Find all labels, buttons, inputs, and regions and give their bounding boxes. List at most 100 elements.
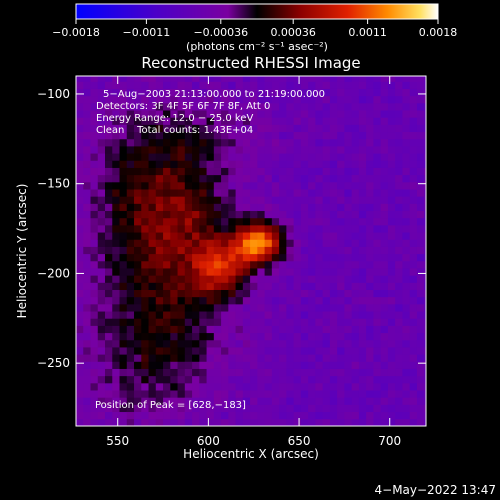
heatmap-cell [112,397,120,405]
heatmap-cell [119,289,128,298]
heatmap-cell [199,146,207,154]
heatmap-cell [221,239,229,247]
heatmap-cell [366,361,374,369]
heatmap-cell [380,160,389,168]
heatmap-cell [337,347,345,355]
heatmap-cell [163,260,171,269]
heatmap-cell [213,418,222,426]
heatmap-cell [250,418,258,426]
heatmap-cell [76,303,84,312]
heatmap-cell [264,375,273,384]
heatmap-cell [395,196,403,204]
heatmap-cell [315,174,324,183]
heatmap-cell [380,404,389,413]
heatmap-cell [148,81,157,89]
heatmap-cell [228,382,236,391]
heatmap-cell [228,368,236,377]
heatmap-cell [177,325,186,334]
heatmap-cell [112,95,120,104]
heatmap-cell [155,375,164,384]
heatmap-cell [293,282,302,290]
heatmap-cell [257,375,265,384]
heatmap-cell [351,390,360,398]
heatmap-cell [206,160,215,168]
heatmap-cell [83,375,91,384]
heatmap-cell [366,397,374,405]
heatmap-cell [170,124,178,133]
heatmap-cell [126,318,135,326]
heatmap-cell [308,124,316,133]
heatmap-cell [170,81,178,89]
heatmap-cell [242,88,251,97]
heatmap-cell [293,339,302,348]
heatmap-cell [424,124,426,133]
heatmap-cell [242,390,251,398]
heatmap-cell [373,246,382,255]
heatmap-cell [119,174,128,183]
heatmap-cell [213,253,222,262]
heatmap-cell [337,232,345,240]
heatmap-cell [300,167,309,176]
heatmap-cell [221,268,229,276]
heatmap-cell [373,224,382,233]
heatmap-cell [250,339,258,348]
heatmap-cell [424,411,426,420]
heatmap-cell [126,246,135,255]
heatmap-cell [264,232,273,240]
heatmap-cell [409,174,418,183]
heatmap-cell [264,138,273,147]
heatmap-cell [112,275,120,283]
heatmap-cell [221,275,229,283]
heatmap-cell [337,167,345,176]
colorbar-tick-label: −0.0011 [123,26,171,39]
heatmap-cell [206,232,215,240]
heatmap-cell [242,124,251,133]
heatmap-cell [155,361,164,369]
heatmap-cell [257,224,265,233]
heatmap-cell [134,174,142,183]
heatmap-cell [76,404,84,413]
heatmap-cell [206,110,215,118]
heatmap-cell [155,260,164,269]
heatmap-cell [206,138,215,147]
heatmap-cell [148,131,157,140]
heatmap-cell [119,189,128,197]
heatmap-cell [300,282,309,290]
heatmap-cell [286,160,295,168]
heatmap-cell [177,282,186,290]
heatmap-cell [76,196,84,204]
heatmap-cell [163,224,171,233]
heatmap-cell [300,174,309,183]
heatmap-cell [279,268,287,276]
heatmap-cell [286,210,295,219]
heatmap-cell [235,117,244,125]
heatmap-cell [155,102,164,111]
heatmap-cell [329,153,338,161]
heatmap-cell [163,217,171,226]
heatmap-cell [358,275,367,283]
heatmap-cell [119,311,128,319]
heatmap-cell [424,260,426,269]
heatmap-cell [228,196,236,204]
heatmap-cell [315,411,324,420]
heatmap-cell [141,203,149,212]
heatmap-cell [90,260,99,269]
heatmap-cell [221,361,229,369]
heatmap-cell [235,146,244,154]
heatmap-cell [271,189,280,197]
heatmap-cell [293,131,302,140]
heatmap-cell [184,411,193,420]
heatmap-cell [373,361,382,369]
heatmap-cell [380,275,389,283]
heatmap-cell [373,325,382,334]
heatmap-cell [250,81,258,89]
heatmap-cell [76,102,84,111]
heatmap-cell [424,275,426,283]
heatmap-cell [148,325,157,334]
heatmap-cell [242,167,251,176]
heatmap-cell [155,88,164,97]
heatmap-cell [242,246,251,255]
heatmap-cell [300,397,309,405]
heatmap-cell [228,332,236,341]
heatmap-cell [264,102,273,111]
